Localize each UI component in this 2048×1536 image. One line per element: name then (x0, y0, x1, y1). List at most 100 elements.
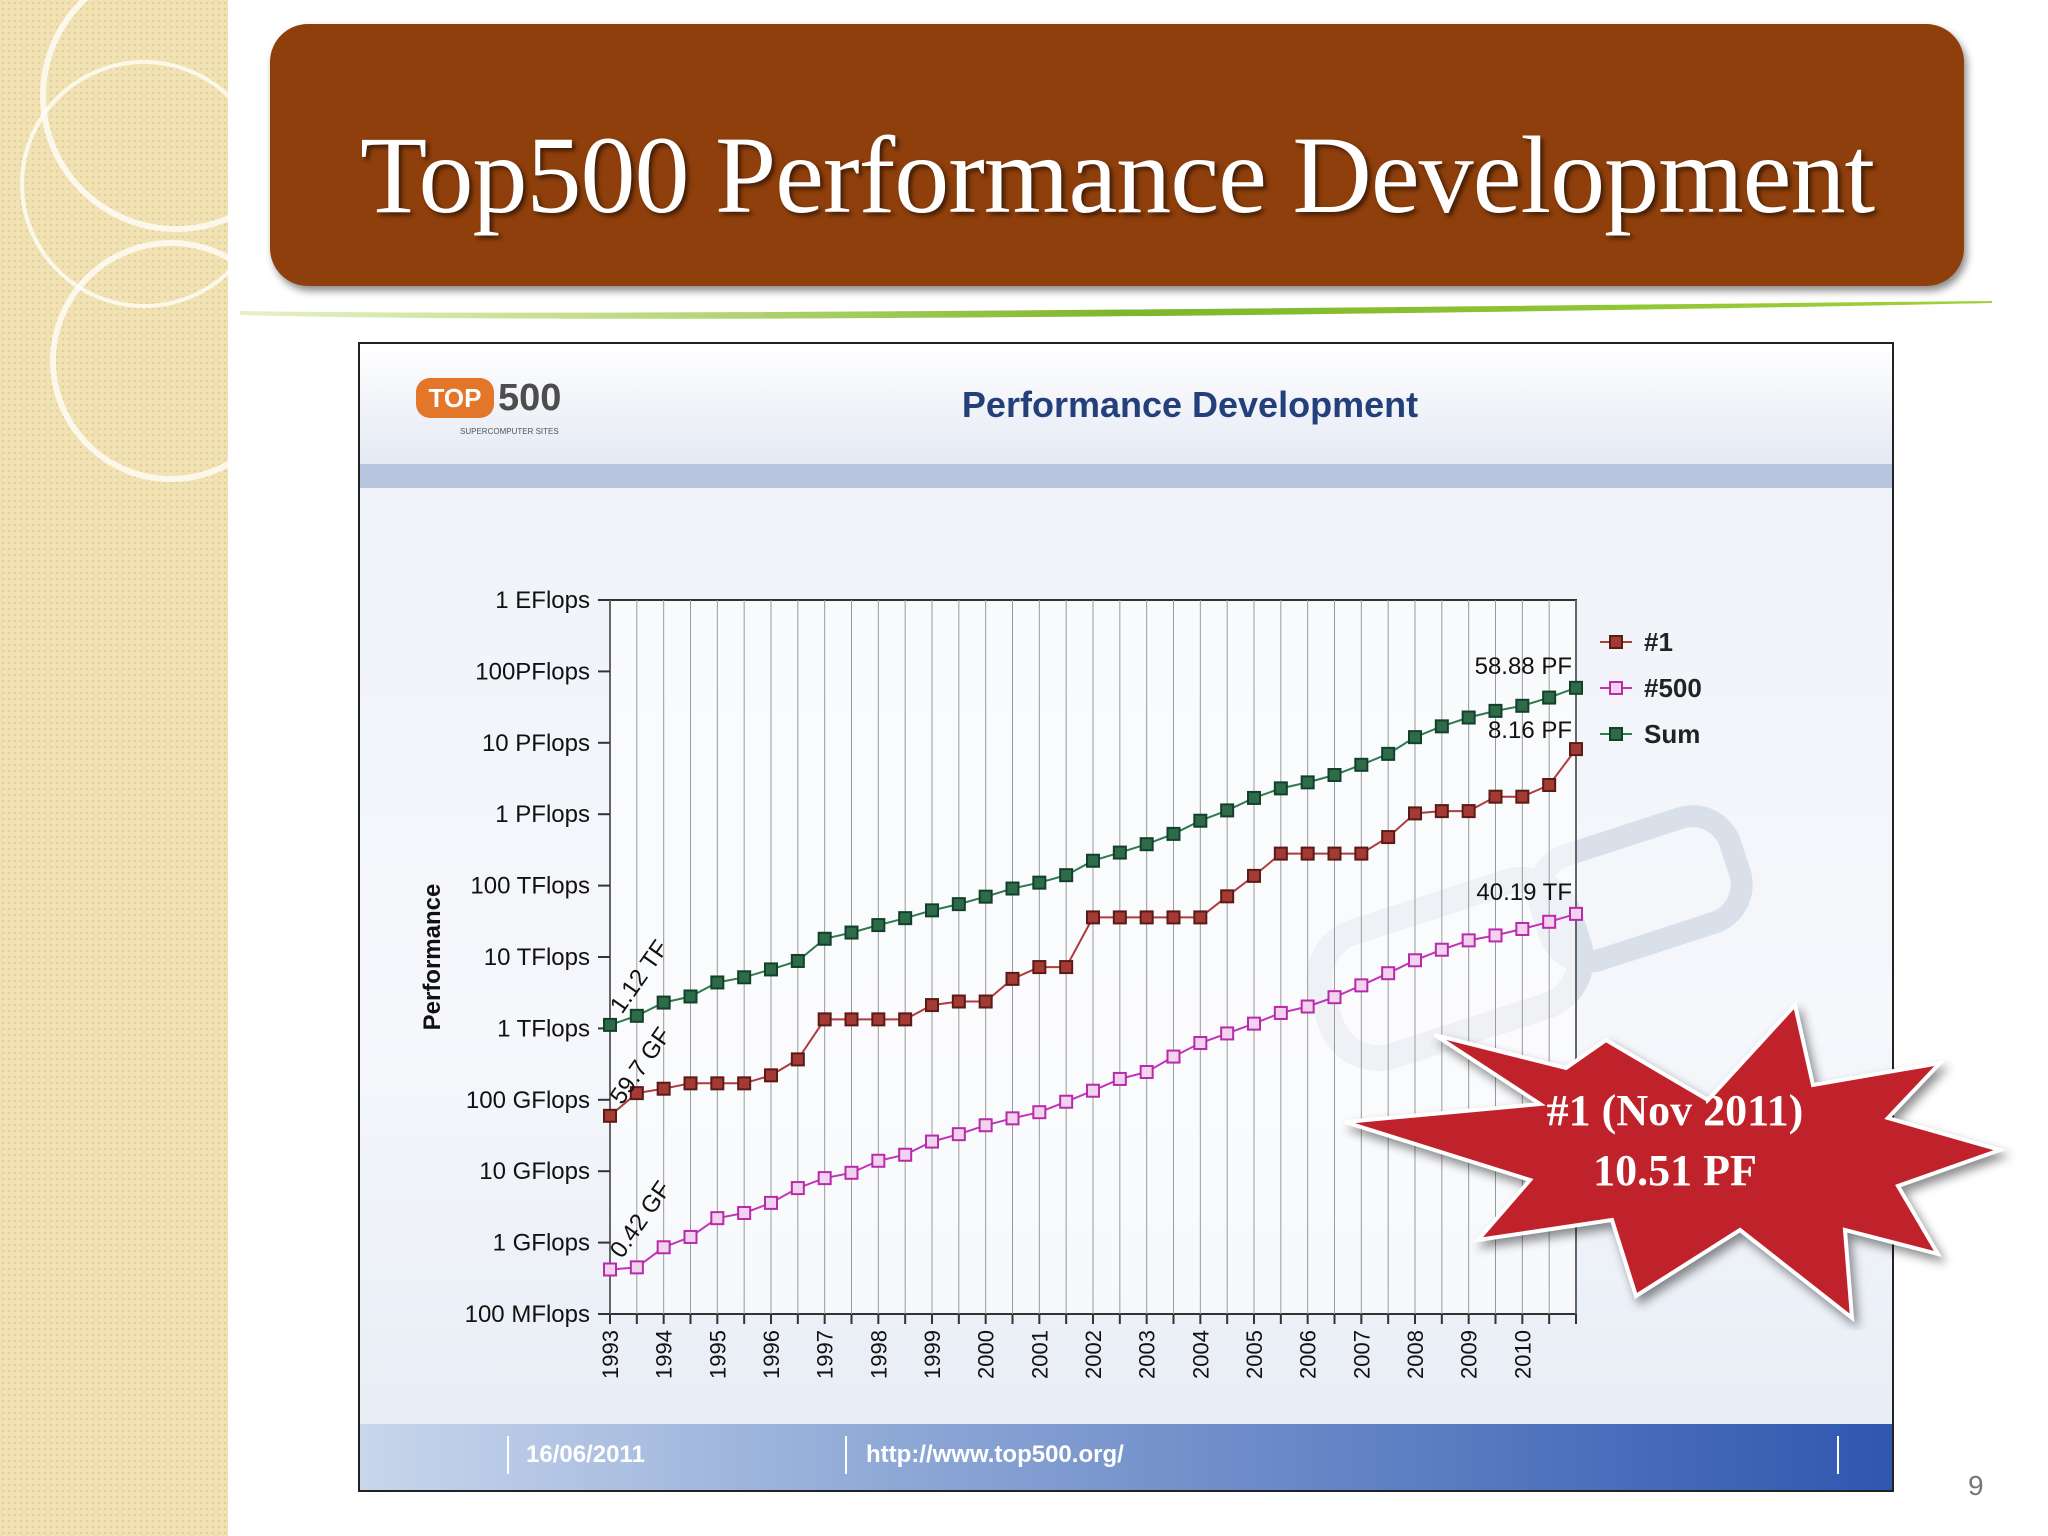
data-point (1273, 846, 1288, 861)
accent-divider (240, 301, 1992, 319)
chart-header-band (360, 344, 1892, 464)
data-point (1139, 837, 1154, 852)
x-tick-label: 2001 (1027, 1330, 1052, 1379)
starburst-shape (1344, 1000, 2007, 1323)
x-tick-label: 2002 (1081, 1330, 1106, 1379)
data-point (1300, 846, 1315, 861)
data-point (1542, 914, 1557, 929)
data-point (1273, 1005, 1288, 1020)
data-point (817, 1012, 832, 1027)
legend-marker (1609, 727, 1623, 741)
y-tick-label: 1 GFlops (493, 1230, 590, 1257)
data-annotation: 58.88 PF (1475, 653, 1572, 680)
data-point (898, 1012, 913, 1027)
data-point (1193, 1036, 1208, 1051)
x-tick-label: 2005 (1242, 1330, 1267, 1379)
data-point (817, 931, 832, 946)
logo-top-text: TOP (429, 383, 482, 413)
data-point (1139, 910, 1154, 925)
data-point (1193, 910, 1208, 925)
data-point (1488, 928, 1503, 943)
y-tick-label: 1 PFlops (495, 801, 590, 828)
data-point (951, 994, 966, 1009)
data-point (1354, 757, 1369, 772)
x-tick-label: 2003 (1135, 1330, 1160, 1379)
data-point (710, 1211, 725, 1226)
data-point (1005, 881, 1020, 896)
x-tick-label: 1996 (759, 1330, 784, 1379)
data-point (629, 1260, 644, 1275)
plot-area: 1 EFlops 100PFlops 10 PFlops 1 PFlops 100 TF… (419, 587, 1583, 1379)
data-point (1086, 853, 1100, 868)
y-tick-label: 10 TFlops (484, 944, 590, 971)
callout-burst: #1 (Nov 2011) 10.51 PF (1344, 1000, 2007, 1323)
x-tick-label: 2004 (1188, 1330, 1213, 1379)
data-point (656, 995, 671, 1010)
data-point (1059, 868, 1074, 883)
x-tick-label: 2010 (1510, 1330, 1535, 1379)
data-point (790, 953, 805, 968)
data-point (1515, 698, 1530, 713)
data-point (1461, 933, 1476, 948)
x-tick-label: 2009 (1457, 1330, 1482, 1379)
data-point (683, 1229, 698, 1244)
y-tick-label: 10 PFlops (482, 730, 590, 757)
x-tick-label: 2008 (1403, 1330, 1428, 1379)
x-tick-label: 1994 (652, 1330, 677, 1379)
data-point (1247, 868, 1261, 883)
data-point (1569, 742, 1583, 757)
y-tick-label: 10 GFlops (479, 1158, 590, 1185)
data-point (1032, 960, 1047, 975)
data-point (844, 925, 859, 940)
data-point (1381, 966, 1396, 981)
data-point (1381, 830, 1396, 845)
data-point (603, 1108, 617, 1123)
data-point (1005, 1111, 1020, 1126)
data-point (764, 1195, 778, 1210)
data-point (1542, 777, 1557, 792)
legend-label: #1 (1644, 627, 1673, 657)
data-point (1327, 768, 1342, 783)
data-point (951, 897, 966, 912)
data-point (764, 962, 778, 977)
data-point (1408, 953, 1422, 968)
data-point (978, 1118, 993, 1133)
data-point (737, 1076, 752, 1091)
slide-title: Top500 Performance Development (359, 114, 1875, 236)
data-point (844, 1165, 859, 1180)
data-point (683, 1076, 698, 1091)
data-point (737, 1205, 752, 1220)
data-point (925, 903, 939, 918)
legend-marker (1609, 681, 1623, 695)
data-point (629, 1086, 644, 1101)
data-point (1247, 1016, 1261, 1031)
data-point (1461, 710, 1476, 725)
chart-footer-band (360, 1424, 1892, 1490)
data-point (978, 994, 993, 1009)
x-tick-label: 1997 (813, 1330, 838, 1379)
data-point (1166, 826, 1181, 841)
data-point (710, 975, 725, 990)
data-point (898, 1147, 913, 1162)
logo-500-text: 500 (498, 377, 561, 419)
chart-svg: TOP 500 SUPERCOMPUTER SITES Performance … (360, 344, 1892, 1490)
data-point (710, 1076, 725, 1091)
x-tick-label: 2000 (974, 1330, 999, 1379)
chart-header-title: Performance Development (962, 384, 1418, 425)
chart-footer-url: http://www.top500.org/ (866, 1441, 1124, 1468)
chart-legend: #1 #500 Sum (1600, 627, 1702, 749)
x-tick-label: 2006 (1296, 1330, 1321, 1379)
data-point (1408, 730, 1422, 745)
data-point (1059, 960, 1074, 975)
data-point (1139, 1065, 1154, 1080)
y-axis-label: Performance (419, 884, 446, 1031)
data-point (1220, 1026, 1235, 1041)
callout-line2: 10.51 PF (1593, 1146, 1757, 1195)
data-point (1569, 680, 1583, 695)
chart-image: TOP 500 SUPERCOMPUTER SITES Performance … (358, 342, 1894, 1492)
data-point (1542, 690, 1557, 705)
y-tick-label: 100 MFlops (465, 1301, 590, 1328)
legend-label: Sum (1644, 719, 1700, 749)
y-tick-label: 1 EFlops (495, 587, 590, 614)
data-point (1354, 846, 1369, 861)
